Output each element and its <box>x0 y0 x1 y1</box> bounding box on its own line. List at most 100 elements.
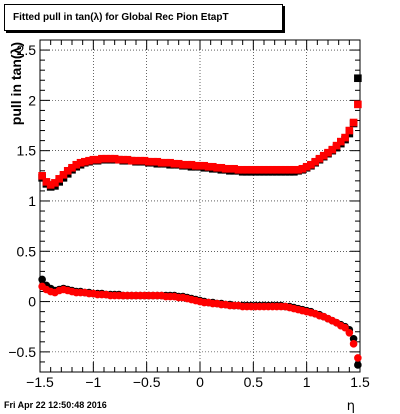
y-tick-label: 2.5 <box>17 42 37 58</box>
data-point <box>145 157 153 166</box>
data-point <box>260 165 268 174</box>
data-point <box>209 162 217 171</box>
data-point <box>243 165 251 174</box>
data-point <box>221 164 230 173</box>
data-point <box>217 163 226 172</box>
data-point <box>38 172 46 180</box>
data-point <box>166 158 174 167</box>
data-point <box>307 160 315 169</box>
y-tick-label: 0 <box>28 294 36 310</box>
data-point <box>76 158 85 167</box>
data-point <box>349 340 358 348</box>
data-point <box>281 165 290 174</box>
data-point <box>234 165 243 174</box>
data-point <box>51 179 59 187</box>
data-point <box>324 148 332 157</box>
data-point <box>337 137 345 146</box>
y-axis-label: pull in tan(λ) <box>8 42 24 125</box>
data-point <box>204 162 213 171</box>
data-point <box>319 151 328 160</box>
y-tick-label: 1.5 <box>17 143 37 159</box>
data-point <box>136 156 145 165</box>
data-point <box>153 157 162 166</box>
data-point <box>349 118 358 127</box>
data-point <box>55 175 63 183</box>
x-tick-label: 0.5 <box>244 374 264 390</box>
data-point <box>191 161 200 170</box>
data-point <box>72 160 81 169</box>
chart-title: Fitted pull in tan(λ) for Global Rec Pio… <box>13 12 229 23</box>
data-point <box>277 165 285 174</box>
data-point <box>85 156 93 165</box>
data-point <box>345 126 354 135</box>
data-point <box>59 171 68 179</box>
data-point <box>354 74 362 83</box>
x-tick-label: −1.5 <box>26 374 54 390</box>
data-point <box>174 159 183 168</box>
data-point <box>132 156 140 165</box>
data-point <box>238 165 247 174</box>
data-point <box>89 155 98 164</box>
data-point <box>183 160 191 169</box>
data-point <box>294 165 302 174</box>
data-point <box>81 157 89 166</box>
data-point <box>93 155 102 164</box>
data-point <box>255 165 264 174</box>
data-point <box>106 154 115 163</box>
data-point <box>332 141 341 150</box>
data-point <box>187 160 196 169</box>
data-point <box>42 178 51 186</box>
data-point <box>285 165 294 174</box>
data-point <box>315 154 324 163</box>
data-point <box>268 165 277 174</box>
data-point <box>115 155 123 164</box>
x-axis-label: η <box>347 399 355 414</box>
chart-title-box: Fitted pull in tan(λ) for Global Rec Pio… <box>4 4 283 31</box>
data-point <box>354 361 362 369</box>
data-point <box>149 157 157 166</box>
data-point <box>179 160 187 169</box>
data-point <box>328 145 337 154</box>
data-point <box>354 100 362 109</box>
data-point <box>157 158 166 167</box>
data-point <box>68 163 76 172</box>
x-tick-label: 0 <box>196 374 204 390</box>
data-point <box>162 158 170 167</box>
data-point <box>213 163 221 172</box>
data-point <box>345 328 354 337</box>
data-point <box>102 154 110 163</box>
x-tick-label: 1 <box>303 374 311 390</box>
data-point <box>170 159 179 168</box>
data-point <box>290 165 298 174</box>
data-point <box>247 165 255 174</box>
y-tick-label: 0.5 <box>17 243 37 259</box>
data-point <box>302 162 311 171</box>
data-point <box>341 133 349 142</box>
data-point <box>251 165 260 174</box>
data-point <box>140 156 149 165</box>
data-point <box>127 156 136 165</box>
data-point <box>273 165 281 174</box>
data-point <box>196 161 204 170</box>
data-point <box>200 161 209 170</box>
data-point <box>341 323 349 332</box>
x-tick-label: 1.5 <box>350 374 370 390</box>
data-point <box>119 155 127 164</box>
data-point <box>264 165 273 174</box>
data-point <box>230 164 238 173</box>
data-point <box>123 155 132 164</box>
data-point <box>226 164 234 173</box>
y-tick-label: 2 <box>28 92 36 108</box>
y-tick-label: −0.5 <box>8 344 36 360</box>
data-point <box>110 154 119 163</box>
data-point <box>98 154 106 163</box>
y-tick-label: 1 <box>28 193 36 209</box>
data-point <box>38 275 46 284</box>
data-point <box>46 181 55 189</box>
data-point <box>63 166 72 175</box>
x-tick-label: −0.5 <box>133 374 161 390</box>
data-point <box>311 157 319 166</box>
data-point <box>298 164 307 173</box>
timestamp: Fri Apr 22 12:50:48 2016 <box>4 400 107 410</box>
